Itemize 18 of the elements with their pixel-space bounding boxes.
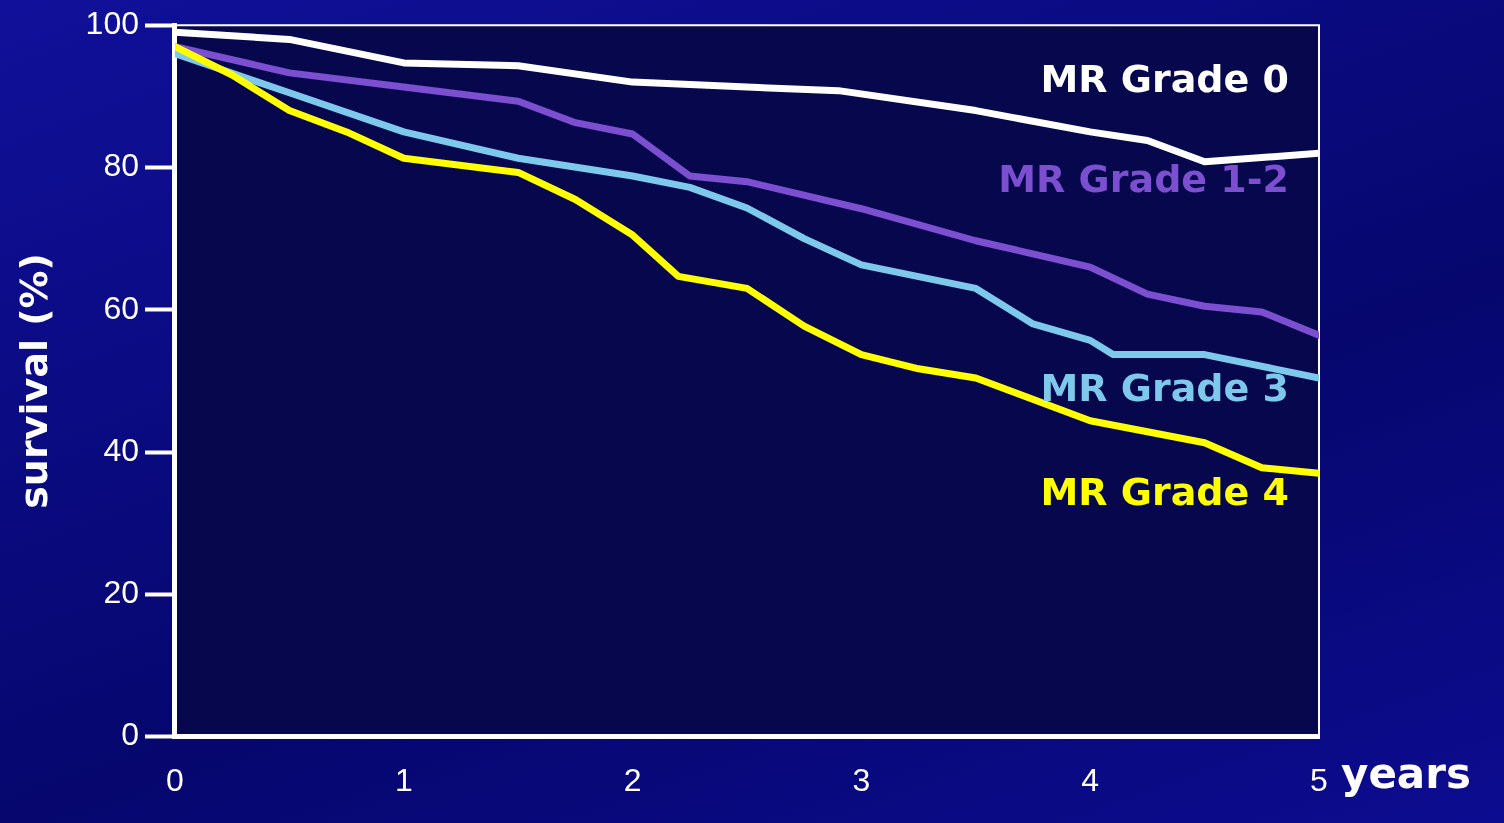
y-tick-label: 20 [103, 574, 139, 611]
series-label: MR Grade 0 [1040, 56, 1289, 101]
series-label: MR Grade 1-2 [998, 156, 1289, 201]
x-axis-title: years [1341, 748, 1471, 798]
x-tick-label: 3 [852, 761, 871, 798]
x-tick-label: 4 [1081, 761, 1100, 798]
y-tick-label: 0 [121, 716, 139, 753]
x-tick-label: 0 [166, 761, 184, 798]
x-tick-label: 5 [1310, 761, 1328, 798]
y-tick-label: 40 [103, 431, 139, 468]
y-tick-label: 60 [103, 289, 139, 326]
series-label: MR Grade 4 [1040, 469, 1289, 514]
y-axis-title: survival (%) [11, 253, 56, 509]
y-tick-label: 80 [103, 147, 139, 184]
x-tick-label: 2 [623, 761, 642, 798]
y-tick-label: 100 [85, 5, 139, 42]
series-label: MR Grade 3 [1040, 366, 1289, 411]
x-tick-label: 1 [394, 761, 413, 798]
